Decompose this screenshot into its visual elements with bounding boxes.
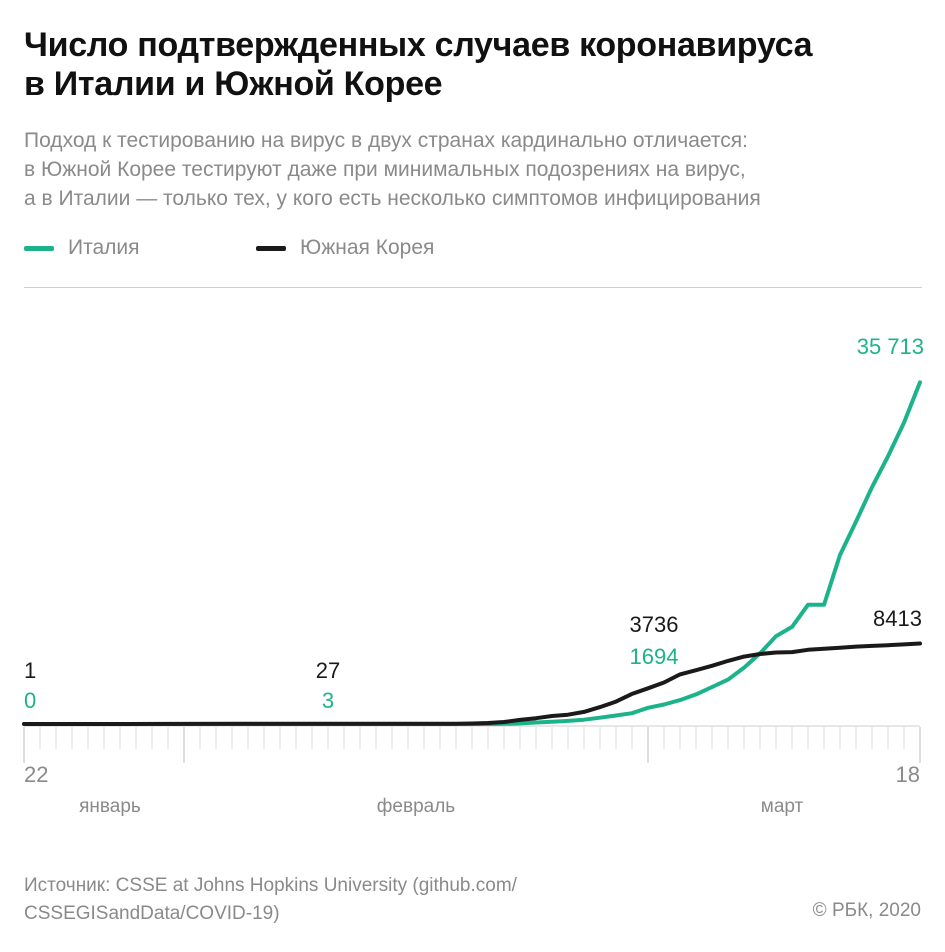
legend-item-korea: Южная Корея [256,236,434,260]
line-chart: 1 0 27 3 3736 1694 8413 35 713 22 18 январь февраль… [22,334,924,817]
subtitle-line-3: а в Италии — только тех, у кого есть нес… [24,187,761,210]
data-label-italy-feb10: 3 [322,688,334,713]
data-label-korea-jan22: 1 [24,658,36,683]
data-label-italy-jan22: 0 [24,688,36,713]
chart-title: Число подтвержденных случаев коронавирус… [24,26,924,104]
copyright: © РБК, 2020 [812,900,921,921]
legend-label-korea: Южная Корея [300,236,435,259]
month-label: январь [79,796,141,817]
title-line-2: в Италии и Южной Корее [24,65,443,103]
chart-legend: Италия Южная Корея [24,236,921,266]
legend-swatch-korea [256,245,286,251]
data-label-italy-mar18: 35 713 [857,334,924,359]
source-line-2: CSSEGISandData/COVID-19) [24,903,280,924]
data-label-korea-mar18: 8413 [873,606,922,631]
x-tick-label-start: 22 [24,762,48,787]
data-label-korea-feb10: 27 [316,658,340,683]
data-label-italy-mar01: 1694 [630,644,679,669]
chart-subtitle: Подход к тестированию на вирус в двух ст… [24,126,924,213]
legend-swatch-italy [24,245,54,251]
header-divider [24,287,922,288]
subtitle-line-1: Подход к тестированию на вирус в двух ст… [24,129,748,152]
series-line-italy [22,380,922,726]
legend-item-italy: Италия [24,236,140,260]
month-label: февраль [377,796,456,817]
x-tick-label-end: 18 [896,762,920,787]
series-line-korea [22,641,922,726]
subtitle-line-2: в Южной Корее тестируют даже при минимал… [24,158,746,181]
month-label: март [761,796,804,817]
data-label-korea-mar01: 3736 [630,612,679,637]
source-line-1: Источник: CSSE at Johns Hopkins Universi… [24,875,517,896]
source-note: Источник: CSSE at Johns Hopkins Universi… [24,872,517,928]
legend-label-italy: Италия [68,236,140,259]
title-line-1: Число подтвержденных случаев коронавирус… [24,26,813,64]
